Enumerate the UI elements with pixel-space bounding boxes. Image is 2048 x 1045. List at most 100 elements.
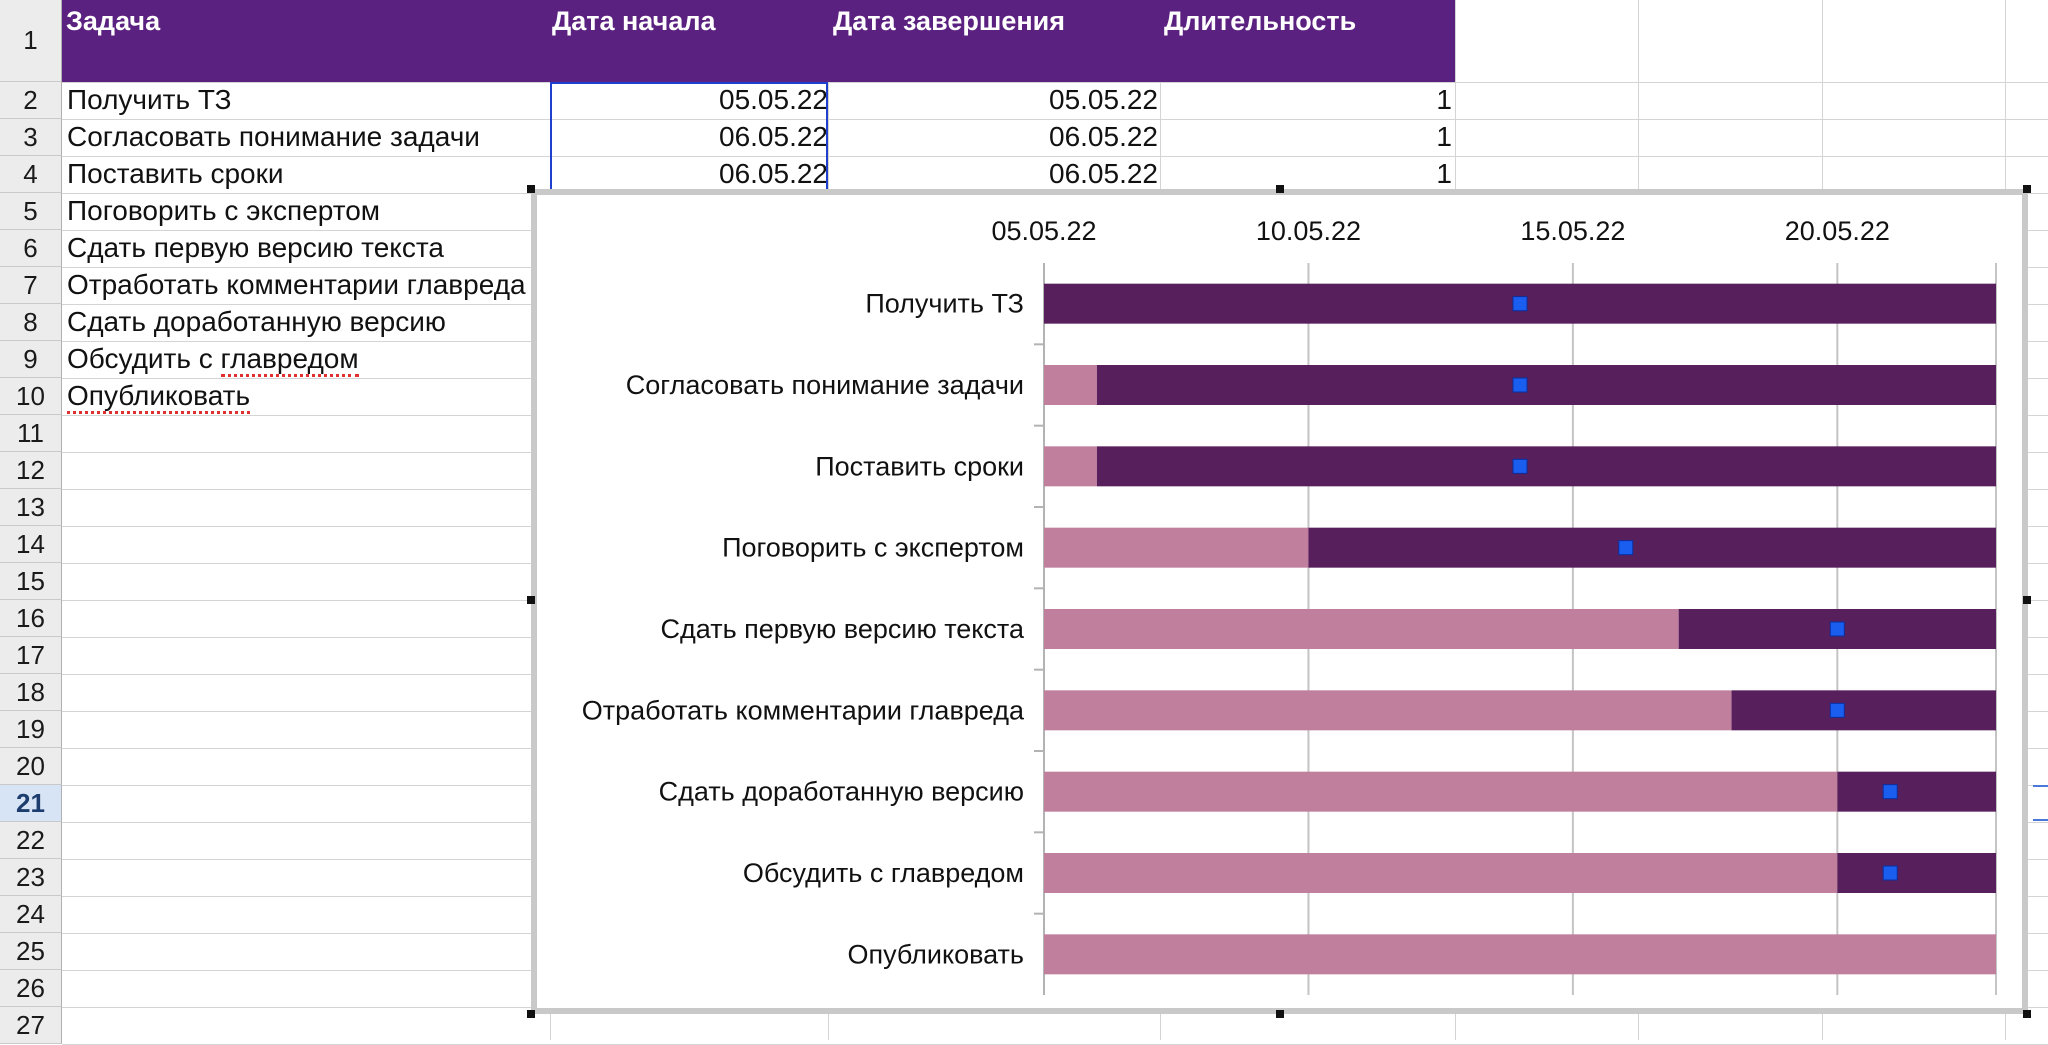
data-point-marker (1882, 784, 1898, 800)
row-header[interactable]: 27 (0, 1007, 62, 1044)
cell-task[interactable]: Сдать доработанную версию (67, 306, 446, 337)
row-header[interactable]: 23 (0, 859, 62, 896)
row-header[interactable]: 12 (0, 452, 62, 489)
chart-resize-handle[interactable] (1276, 1010, 1284, 1018)
x-tick-label: 20.05.22 (1785, 216, 1890, 246)
cell-task[interactable]: Поставить сроки (67, 158, 284, 189)
bar-segment (1837, 853, 1996, 893)
row-header[interactable]: 16 (0, 600, 62, 637)
bar-segment (1044, 690, 1732, 731)
row-header[interactable]: 10 (0, 378, 62, 415)
bar-segment (1044, 771, 1838, 812)
gantt-chart[interactable]: 05.05.22 10.05.22 15.05.22 20.05.22 Получить… (531, 189, 2028, 1014)
x-tick-label: 10.05.22 (1256, 216, 1361, 246)
category-label: Обсудить с главредом (743, 858, 1024, 888)
header-duration[interactable]: Длительность (1164, 6, 1357, 36)
cell-end[interactable]: 06.05.22 (1049, 158, 1158, 189)
category-label: Сдать первую версию текста (661, 614, 1025, 644)
data-point-marker (1882, 865, 1898, 881)
cell-start[interactable]: 05.05.22 (719, 84, 828, 115)
row-gridline (62, 82, 2048, 83)
bar-segment (1044, 446, 1097, 487)
data-point-marker (1512, 377, 1528, 393)
header-start-date[interactable]: Дата начала (552, 6, 716, 36)
chart-resize-handle[interactable] (2023, 185, 2031, 193)
bar-segment (1731, 690, 1996, 731)
row-header[interactable]: 6 (0, 230, 62, 267)
table-header-row[interactable] (62, 0, 1455, 82)
cell-start[interactable]: 06.05.22 (719, 121, 828, 152)
header-task[interactable]: Задача (66, 6, 161, 36)
row-header[interactable]: 14 (0, 526, 62, 563)
row-header[interactable]: 2 (0, 82, 62, 119)
row-header[interactable]: 24 (0, 896, 62, 933)
row-header[interactable]: 26 (0, 970, 62, 1007)
row-header[interactable]: 15 (0, 563, 62, 600)
chart-resize-handle[interactable] (527, 596, 535, 604)
bar-segment (1837, 771, 1996, 812)
cell-duration[interactable]: 1 (1436, 158, 1452, 189)
cell-task[interactable]: Отработать комментарии главреда (67, 269, 526, 300)
chart-resize-handle[interactable] (2023, 1010, 2031, 1018)
row-header[interactable]: 25 (0, 933, 62, 970)
bar-segment (1044, 853, 1838, 893)
row-header[interactable]: 8 (0, 304, 62, 341)
data-point-marker (1512, 296, 1528, 312)
cell-duration[interactable]: 1 (1436, 121, 1452, 152)
spellcheck-word[interactable]: Опубликовать (67, 380, 251, 414)
category-label: Поставить сроки (815, 451, 1024, 481)
cell-task[interactable]: Поговорить с экспертом (67, 195, 381, 226)
bar-segment (1308, 527, 1996, 568)
bar-segment (1044, 609, 1679, 649)
cell-start[interactable]: 06.05.22 (719, 158, 828, 189)
row-header[interactable]: 19 (0, 711, 62, 748)
row-gridline (62, 119, 2048, 120)
data-point-marker (1512, 458, 1528, 474)
row-header[interactable]: 22 (0, 822, 62, 859)
cell-task[interactable]: Получить ТЗ (67, 84, 232, 115)
data-point-marker (1829, 702, 1845, 718)
cell-task[interactable]: Опубликовать (67, 378, 251, 414)
data-point-marker (1618, 540, 1634, 556)
category-label: Поговорить с экспертом (722, 533, 1024, 563)
x-tick-label: 05.05.22 (991, 216, 1096, 246)
bar-segment (1096, 365, 1996, 405)
cell-task[interactable]: Согласовать понимание задачи (67, 121, 480, 152)
cell-selection-box (550, 82, 828, 192)
row-header[interactable]: 3 (0, 119, 62, 156)
row-header[interactable]: 5 (0, 193, 62, 230)
cell-duration[interactable]: 1 (1436, 84, 1452, 115)
row-header[interactable]: 20 (0, 748, 62, 785)
row-header[interactable]: 21 (0, 785, 62, 822)
cell-end[interactable]: 05.05.22 (1049, 84, 1158, 115)
gantt-chart-plot: 05.05.22 10.05.22 15.05.22 20.05.22 Получить… (582, 216, 1997, 995)
row-gridline (62, 156, 2048, 157)
bar-segment (1044, 365, 1097, 405)
chart-resize-handle[interactable] (527, 185, 535, 193)
chart-resize-handle[interactable] (2023, 596, 2031, 604)
row-header[interactable]: 18 (0, 674, 62, 711)
row-header[interactable]: 11 (0, 415, 62, 452)
category-label: Сдать доработанную версию (659, 777, 1024, 807)
data-point-marker (1829, 621, 1845, 637)
chart-resize-handle[interactable] (1276, 185, 1284, 193)
row-header[interactable]: 7 (0, 267, 62, 304)
row-header[interactable]: 9 (0, 341, 62, 378)
cell-task[interactable]: Сдать первую версию текста (67, 232, 444, 263)
selection-edge (2033, 819, 2048, 821)
category-label: Согласовать понимание задачи (626, 370, 1024, 400)
row-header[interactable]: 4 (0, 156, 62, 193)
cell-task[interactable]: Обсудить с главредом (67, 341, 359, 377)
cell-end[interactable]: 06.05.22 (1049, 121, 1158, 152)
header-end-date[interactable]: Дата завершения (833, 6, 1066, 36)
row-header[interactable]: 17 (0, 637, 62, 674)
spellcheck-word[interactable]: главредом (220, 343, 359, 377)
category-label: Опубликовать (847, 939, 1024, 969)
category-label: Получить ТЗ (865, 289, 1024, 319)
chart-resize-handle[interactable] (527, 1010, 535, 1018)
selection-edge (2033, 785, 2048, 787)
bar-segment (1044, 934, 1996, 975)
row-header[interactable]: 13 (0, 489, 62, 526)
row-header[interactable]: 1 (0, 0, 62, 82)
category-label: Отработать комментарии главреда (582, 695, 1025, 725)
